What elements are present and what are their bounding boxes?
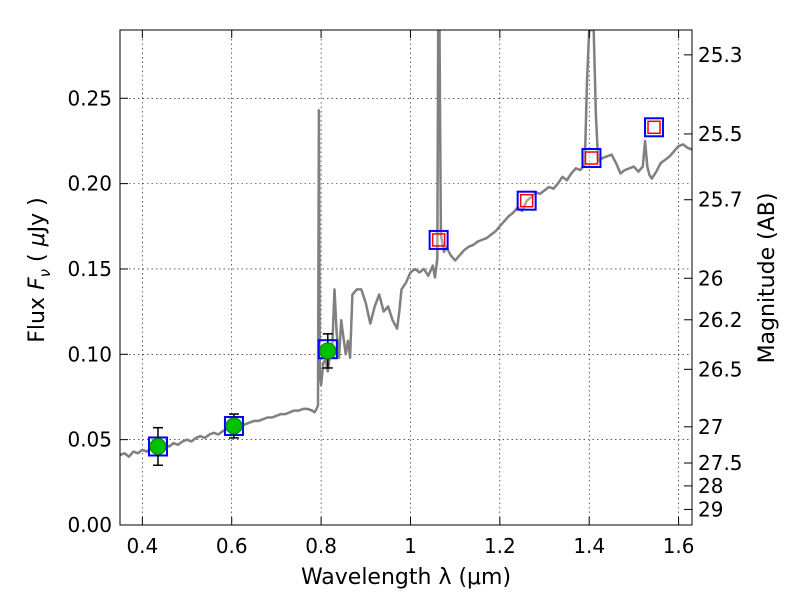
mag-tick-label: 26 [698, 266, 723, 290]
model-spectrum-line [120, 30, 692, 458]
x-tick-label: 1.2 [484, 534, 516, 558]
mag-tick-label: 28 [698, 474, 723, 498]
y-tick-label: 0.20 [67, 172, 112, 196]
y-tick-label: 0.00 [67, 513, 112, 537]
limit-flux-square [431, 233, 446, 247]
mag-tick-label: 27.5 [698, 451, 743, 475]
y-tick-label: 0.25 [67, 86, 112, 110]
mag-tick-label: 25.5 [698, 122, 743, 146]
model-flux-square [581, 148, 602, 169]
x-tick-label: 1 [404, 534, 417, 558]
mag-tick-label: 26.5 [698, 357, 743, 381]
mag-tick-label: 26.2 [698, 308, 743, 332]
model-flux-square [516, 190, 537, 211]
plot-series [120, 30, 692, 467]
y-tick-label: 0.05 [67, 428, 112, 452]
y-tick-label: 0.15 [67, 257, 112, 281]
model-flux-square [428, 229, 449, 250]
detection-point [319, 342, 337, 360]
grid-lines [120, 30, 692, 526]
limit-flux-square [647, 120, 661, 135]
mag-tick-label: 29 [698, 497, 723, 521]
plot-frame [119, 29, 693, 526]
detection-point [149, 437, 167, 455]
mag-tick-label: 25.7 [698, 188, 743, 212]
x-axis-label: Wavelength λ (μm) [301, 565, 511, 590]
y-tick-label: 0.10 [67, 342, 112, 366]
magnitude-axis-label: Magnitude (AB) [755, 193, 780, 364]
mag-tick-label: 27 [698, 415, 723, 439]
x-tick-label: 1.6 [663, 534, 695, 558]
mag-tick-label: 25.3 [698, 43, 743, 67]
plot-area [120, 30, 692, 467]
axis-ticks: 0.4 0.6 0.8 1 1.2 1.4 1.6 0.00 0.05 0.10 0.15 0.20 0… [67, 30, 743, 558]
x-tick-label: 0.6 [216, 534, 248, 558]
limit-flux-square [584, 151, 599, 165]
limit-flux-square [519, 193, 534, 208]
x-tick-label: 0.8 [305, 534, 337, 558]
x-tick-label: 0.4 [126, 534, 158, 558]
detection-point [225, 417, 243, 435]
model-flux-square [644, 117, 665, 138]
x-tick-label: 1.4 [573, 534, 605, 558]
y-axis-label: Flux Fν ( μJy ) [25, 197, 54, 342]
